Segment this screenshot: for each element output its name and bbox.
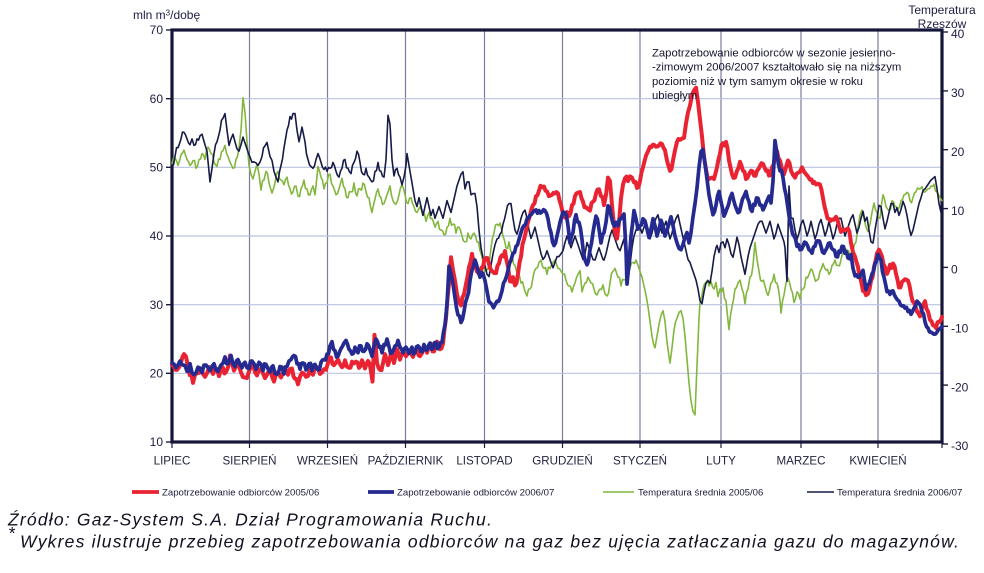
svg-text:Temperatura średnia 2006/07: Temperatura średnia 2006/07 xyxy=(837,488,962,499)
svg-text:*: * xyxy=(8,523,16,543)
svg-text:Temperatura: Temperatura xyxy=(908,3,976,17)
svg-text:40: 40 xyxy=(951,27,965,41)
svg-text:poziomie niż w tym samym okres: poziomie niż w tym samym okresie w roku xyxy=(652,76,863,88)
svg-text:WRZESIEŃ: WRZESIEŃ xyxy=(297,455,358,468)
svg-text:40: 40 xyxy=(150,229,164,243)
svg-text:Rzeszów: Rzeszów xyxy=(918,17,967,31)
svg-text:30: 30 xyxy=(951,86,965,100)
svg-text:ubiegłym: ubiegłym xyxy=(652,90,697,102)
svg-text:GRUDZIEŃ: GRUDZIEŃ xyxy=(532,455,593,468)
svg-text:60: 60 xyxy=(150,92,164,106)
svg-text:LUTY: LUTY xyxy=(706,455,736,468)
svg-text:30: 30 xyxy=(150,298,164,312)
svg-text:Źródło: Gaz-System S.A. Dział: Źródło: Gaz-System S.A. Dział Programowa… xyxy=(7,510,493,530)
svg-text:Temperatura średnia 2005/06: Temperatura średnia 2005/06 xyxy=(638,488,763,499)
svg-text:KWIECIEŃ: KWIECIEŃ xyxy=(849,455,906,468)
svg-text:20: 20 xyxy=(951,145,965,159)
svg-text:10: 10 xyxy=(150,435,164,449)
svg-text:mln m3/dobę: mln m3/dobę xyxy=(133,8,200,22)
svg-text:PAŹDZIERNIK: PAŹDZIERNIK xyxy=(368,455,444,468)
svg-text:-20: -20 xyxy=(951,380,969,394)
svg-text:STYCZEŃ: STYCZEŃ xyxy=(613,455,667,468)
svg-text:LIPIEC: LIPIEC xyxy=(154,455,191,468)
svg-text:Wykres ilustruje przebieg zapo: Wykres ilustruje przebieg zapotrzebowani… xyxy=(20,532,960,552)
svg-text:70: 70 xyxy=(150,23,164,37)
svg-text:0: 0 xyxy=(951,263,958,277)
svg-text:-zimowym 2006/2007 kształtował: -zimowym 2006/2007 kształtowało się na n… xyxy=(652,62,901,74)
svg-text:MARZEC: MARZEC xyxy=(777,455,826,468)
svg-text:SIERPIEŃ: SIERPIEŃ xyxy=(222,455,276,468)
svg-text:10: 10 xyxy=(951,204,965,218)
svg-text:Zapotrzebowanie odbiorców 2005: Zapotrzebowanie odbiorców 2005/06 xyxy=(162,488,319,499)
svg-text:LISTOPAD: LISTOPAD xyxy=(456,455,512,468)
svg-text:Zapotrzebowanie odbiorców w se: Zapotrzebowanie odbiorców w sezonie jesi… xyxy=(652,48,896,60)
svg-text:20: 20 xyxy=(150,367,164,381)
svg-text:Zapotrzebowanie odbiorców 2006: Zapotrzebowanie odbiorców 2006/07 xyxy=(397,488,554,499)
svg-text:50: 50 xyxy=(150,161,164,175)
svg-text:-30: -30 xyxy=(951,439,969,453)
svg-text:-10: -10 xyxy=(951,322,969,336)
